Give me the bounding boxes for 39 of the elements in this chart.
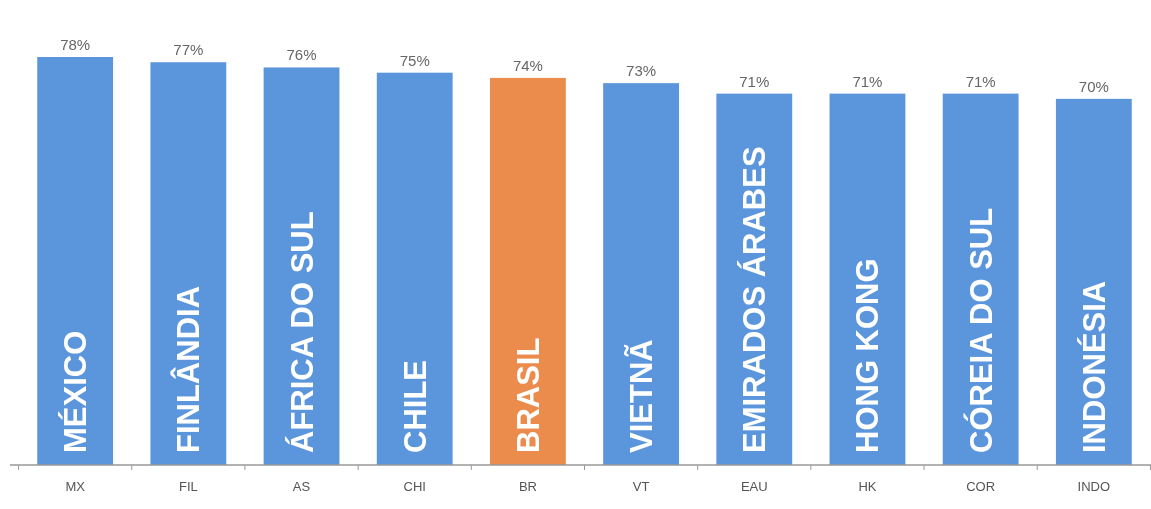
data-label: 71% <box>852 72 883 90</box>
data-label: 70% <box>1078 77 1109 95</box>
bar <box>37 57 114 465</box>
x-tick-label: BR <box>518 479 537 494</box>
bar <box>150 62 227 465</box>
annotation: ÁFRICA DO SUL <box>284 211 320 453</box>
x-tick-label: HK <box>858 479 877 494</box>
x-tick-label: INDO <box>1077 479 1111 494</box>
annotation: INDONÉSIA <box>1076 280 1112 453</box>
data-label: 76% <box>286 46 317 64</box>
annotation: CHILE <box>397 360 433 453</box>
bar <box>1055 98 1132 465</box>
data-label: 73% <box>626 62 657 80</box>
annotation: BRASIL <box>510 337 546 453</box>
annotation: FINLÂNDIA <box>170 285 207 453</box>
bar <box>489 77 566 465</box>
data-label: 71% <box>965 72 996 90</box>
x-tick-label: COR <box>966 479 996 494</box>
annotation: CÓREIA DO SUL <box>962 207 999 453</box>
annotation: EMIRADOS ÁRABES <box>737 146 773 453</box>
bar <box>263 67 340 465</box>
bar <box>829 93 906 465</box>
x-tick-label: CHI <box>403 479 426 494</box>
x-tick-label: MX <box>65 479 86 494</box>
bar <box>376 72 453 465</box>
annotation: HONG KONG <box>850 258 886 453</box>
x-tick-label: AS <box>292 479 311 494</box>
bar <box>603 83 680 465</box>
data-label: 75% <box>399 51 430 69</box>
x-tick-label: FIL <box>178 479 198 494</box>
x-tick-label: VT <box>632 479 650 494</box>
data-label: 74% <box>512 56 543 74</box>
data-label: 71% <box>739 72 770 90</box>
x-tick-label: EAU <box>740 479 768 494</box>
annotation: VIETNÃ <box>624 339 660 453</box>
annotation: MÉXICO <box>58 330 94 453</box>
bar <box>942 93 1019 465</box>
data-label: 78% <box>60 36 91 53</box>
data-label: 77% <box>173 41 204 59</box>
